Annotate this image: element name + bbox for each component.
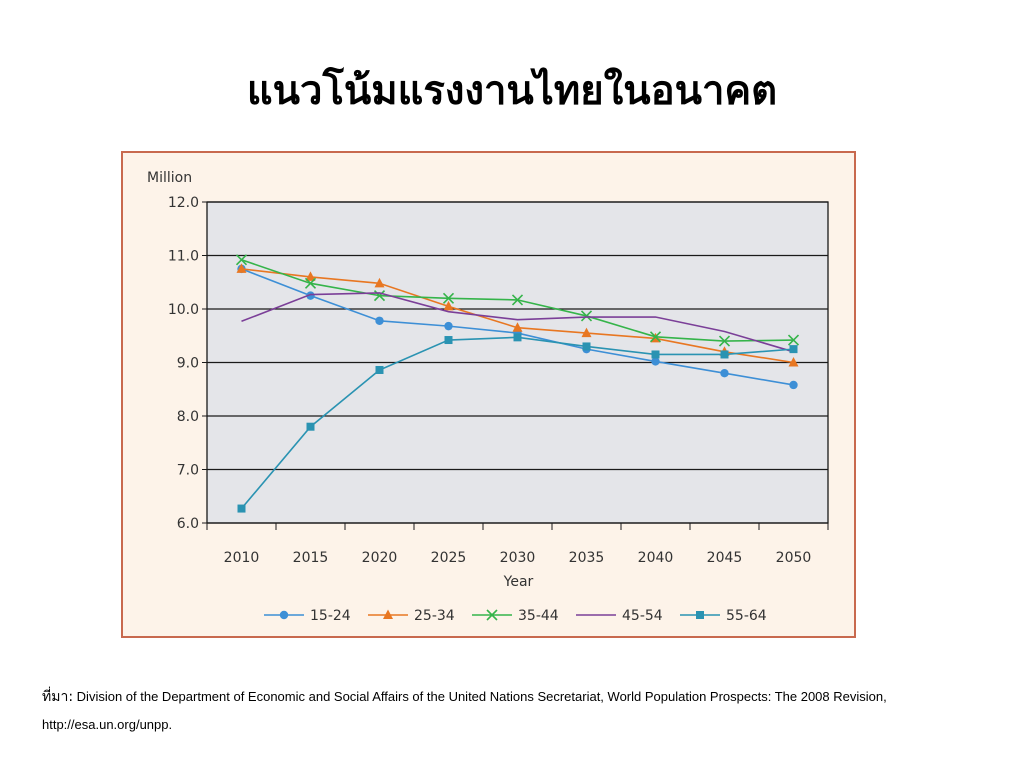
legend-item: 55-64: [680, 608, 767, 624]
data-point: [235, 254, 248, 266]
data-point: [383, 609, 393, 619]
data-point: [789, 380, 798, 390]
x-tick-label: 2010: [224, 550, 260, 566]
data-point: [444, 336, 453, 345]
source-note: ที่มา: Division of the Department of Eco…: [42, 683, 982, 738]
data-point: [718, 335, 731, 347]
x-tick-label: 2035: [569, 550, 605, 566]
data-point: [696, 611, 704, 619]
series-line: [241, 292, 794, 353]
data-point: [374, 277, 385, 288]
source-text: Division of the Department of Economic a…: [42, 689, 887, 732]
x-axis-title: Year: [503, 574, 534, 590]
data-point: [443, 300, 454, 311]
legend-label: 25-34: [414, 608, 455, 624]
line-chart: 6.0 7.0 8.0 9.0 10.0 11.0 12.0 2010 2015 2020 2025…: [147, 170, 829, 624]
legend-item: 35-44: [472, 608, 559, 624]
legend-label: 35-44: [518, 608, 559, 624]
cross-stroke: [580, 310, 593, 322]
y-axis-title: Million: [147, 170, 192, 186]
plot-border: [206, 201, 829, 524]
data-point: [237, 504, 246, 513]
data-point: [279, 610, 289, 620]
cross-stroke: [718, 335, 731, 347]
data-point: [512, 322, 523, 332]
legend-item: 25-34: [368, 608, 455, 624]
source-label: ที่มา:: [42, 689, 74, 705]
y-tick-label: 6.0: [177, 516, 199, 532]
data-point: [442, 292, 455, 304]
chart-panel: 6.0 7.0 8.0 9.0 10.0 11.0 12.0 2010 2015 2020 2025…: [121, 151, 856, 638]
cross-stroke: [235, 254, 248, 266]
x-tick-label: 2030: [500, 550, 536, 566]
x-tick-label: 2025: [431, 550, 467, 566]
legend-label: 15-24: [310, 608, 351, 624]
cross-stroke: [486, 609, 498, 621]
slide-title: แนวโน้มแรงงานไทยในอนาคต: [246, 68, 778, 114]
series-35-44: [235, 254, 800, 347]
data-point: [720, 350, 729, 359]
y-tick-label: 9.0: [177, 356, 199, 372]
data-point: [486, 609, 498, 621]
cross-stroke: [511, 294, 524, 306]
data-point: [444, 321, 453, 331]
x-tick-label: 2020: [362, 550, 398, 566]
y-tick-label: 12.0: [168, 195, 199, 211]
data-point: [720, 369, 729, 378]
data-point: [513, 333, 522, 342]
data-point: [580, 310, 593, 322]
cross-stroke: [649, 331, 662, 343]
y-tick-label: 10.0: [168, 302, 199, 318]
x-tick-label: 2015: [293, 550, 329, 566]
data-point: [375, 365, 384, 374]
y-tick-label: 7.0: [177, 463, 199, 479]
series-55-64: [237, 333, 798, 513]
x-tick-label: 2045: [707, 550, 743, 566]
data-point: [306, 291, 315, 300]
cross-stroke: [373, 290, 386, 302]
data-point: [511, 294, 524, 306]
x-tick-label: 2040: [638, 550, 674, 566]
x-tick-label: 2050: [776, 550, 812, 566]
data-point: [304, 277, 317, 289]
data-point: [236, 263, 247, 273]
data-point: [649, 331, 662, 343]
legend-item: 45-54: [576, 608, 663, 624]
data-point: [582, 342, 591, 351]
legend-label: 55-64: [726, 608, 767, 624]
y-tick-label: 8.0: [177, 409, 199, 425]
cross-stroke: [787, 334, 800, 346]
y-tick-label: 11.0: [168, 249, 199, 265]
cross-stroke: [304, 277, 317, 289]
series-45-54: [241, 292, 794, 353]
data-point: [306, 422, 315, 431]
data-point: [651, 357, 660, 366]
data-point: [787, 334, 800, 346]
legend-item: 15-24: [264, 608, 351, 624]
data-point: [375, 316, 384, 325]
data-point: [788, 357, 799, 367]
legend-label: 45-54: [622, 608, 663, 624]
data-point: [789, 345, 798, 354]
cross-stroke: [442, 292, 455, 304]
data-point: [305, 271, 316, 281]
data-point: [651, 350, 660, 359]
data-point: [581, 327, 592, 338]
